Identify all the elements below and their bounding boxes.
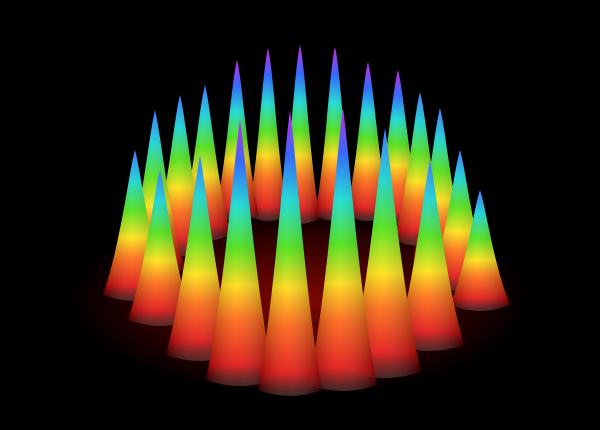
peak-shading: [450, 190, 510, 311]
peak-shading: [128, 170, 192, 326]
peak-shading: [166, 155, 234, 361]
peak-shading: [248, 48, 288, 221]
peak-shading: [349, 128, 421, 378]
peaks: [103, 45, 510, 396]
peak-shading: [206, 120, 274, 386]
peak-shading: [309, 108, 377, 391]
peak-shading: [215, 60, 259, 221]
peak-shading: [396, 160, 464, 351]
peak-shading: [258, 110, 322, 396]
